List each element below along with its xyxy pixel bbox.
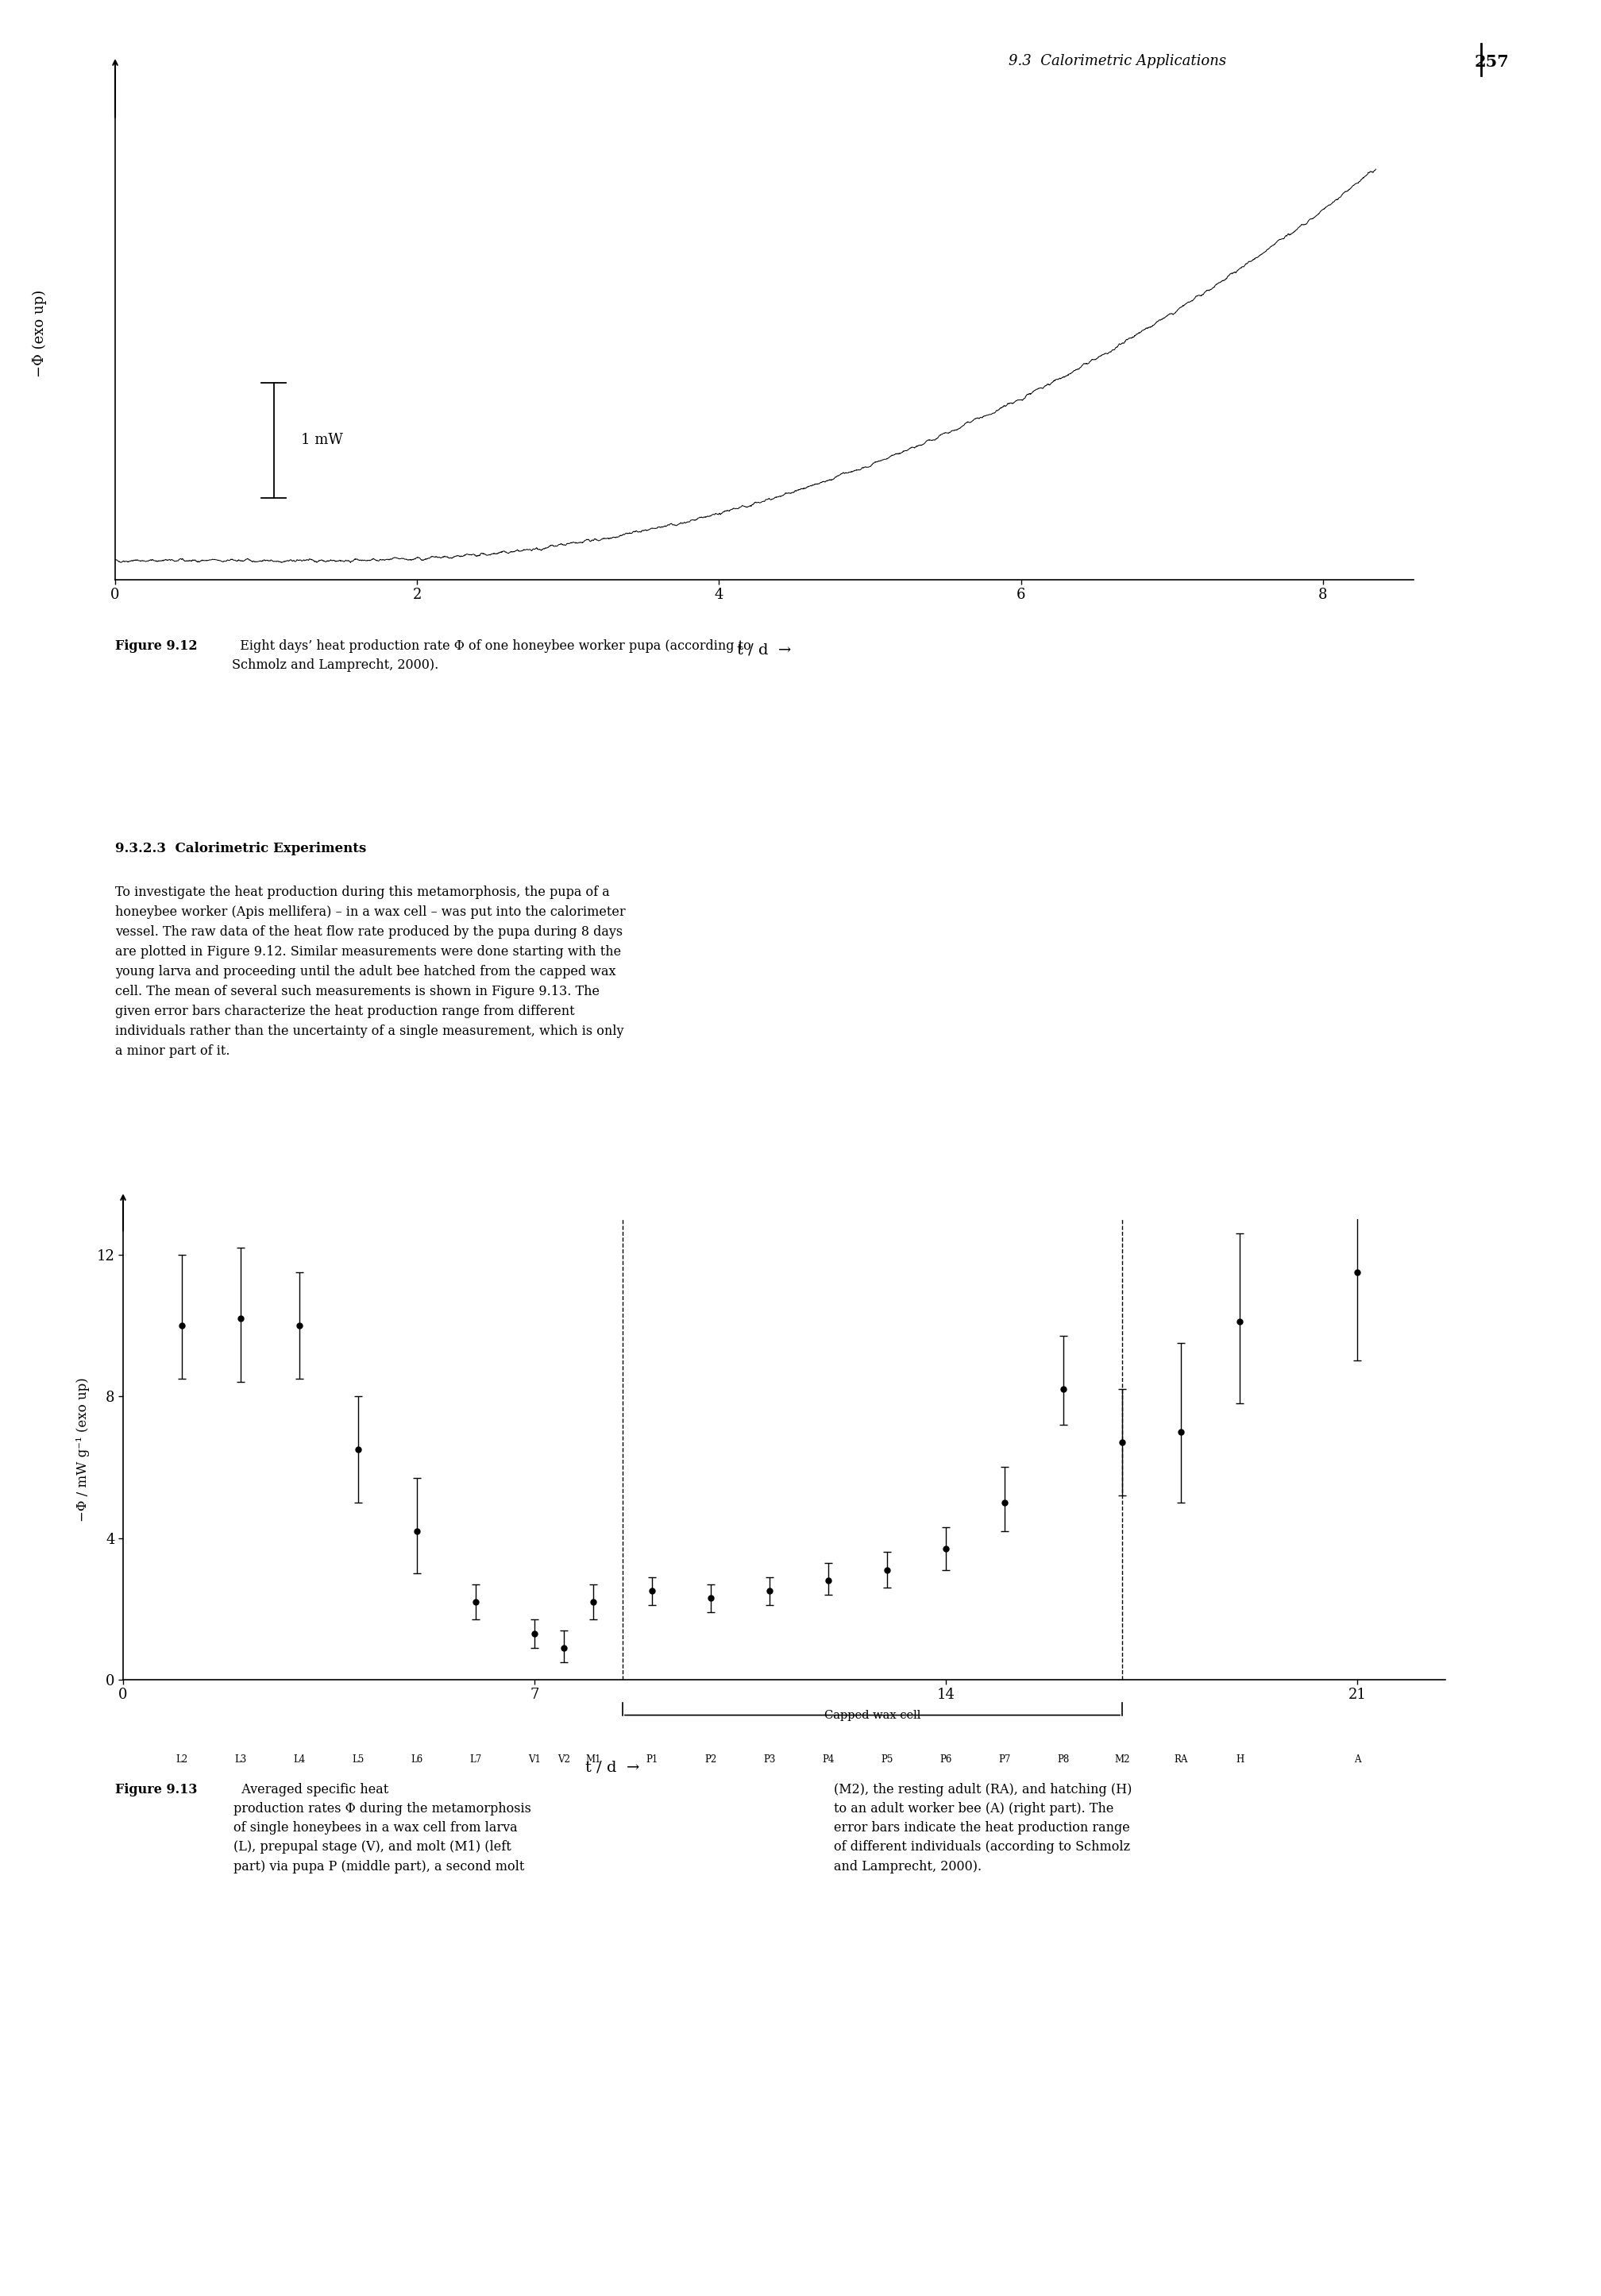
Text: P3: P3	[764, 1754, 775, 1763]
Text: P4: P4	[823, 1754, 834, 1763]
Text: L4: L4	[293, 1754, 306, 1763]
Text: P1: P1	[645, 1754, 658, 1763]
Text: −Φ (exo up): −Φ (exo up)	[32, 289, 46, 377]
Text: Figure 9.13: Figure 9.13	[115, 1784, 197, 1795]
Text: Capped wax cell: Capped wax cell	[825, 1711, 921, 1722]
Text: L3: L3	[235, 1754, 247, 1763]
Text: M1: M1	[586, 1754, 600, 1763]
Text: A: A	[1354, 1754, 1361, 1763]
Text: Figure 9.12: Figure 9.12	[115, 638, 197, 652]
Text: H: H	[1236, 1754, 1244, 1763]
Y-axis label: −Φ / mW g⁻¹ (exo up): −Φ / mW g⁻¹ (exo up)	[77, 1378, 90, 1522]
Text: V2: V2	[557, 1754, 570, 1763]
Text: (M2), the resting adult (RA), and hatching (H)
to an adult worker bee (A) (right: (M2), the resting adult (RA), and hatchi…	[834, 1784, 1132, 1874]
Text: P7: P7	[999, 1754, 1010, 1763]
Text: L2: L2	[176, 1754, 187, 1763]
Text: Averaged specific heat
production rates Φ during the metamorphosis
of single hon: Averaged specific heat production rates …	[234, 1784, 532, 1874]
Text: P2: P2	[704, 1754, 717, 1763]
Text: 9.3.2.3  Calorimetric Experiments: 9.3.2.3 Calorimetric Experiments	[115, 843, 367, 856]
Text: L7: L7	[469, 1754, 482, 1763]
Text: P6: P6	[940, 1754, 953, 1763]
Text: 9.3  Calorimetric Applications: 9.3 Calorimetric Applications	[1009, 55, 1226, 69]
Text: 1 mW: 1 mW	[301, 434, 343, 448]
Text: P8: P8	[1057, 1754, 1069, 1763]
Text: t / d  →: t / d →	[736, 643, 791, 657]
Text: M2: M2	[1114, 1754, 1130, 1763]
Text: RA: RA	[1174, 1754, 1188, 1763]
Text: 257: 257	[1475, 55, 1508, 69]
Text: To investigate the heat production during this metamorphosis, the pupa of a
hone: To investigate the heat production durin…	[115, 886, 626, 1058]
Text: V1: V1	[528, 1754, 541, 1763]
Text: Eight days’ heat production rate Φ of one honeybee worker pupa (according to
Sch: Eight days’ heat production rate Φ of on…	[232, 638, 751, 670]
Text: P5: P5	[881, 1754, 893, 1763]
Text: L6: L6	[411, 1754, 423, 1763]
Text: t / d  →: t / d →	[586, 1761, 639, 1775]
Text: L5: L5	[352, 1754, 363, 1763]
